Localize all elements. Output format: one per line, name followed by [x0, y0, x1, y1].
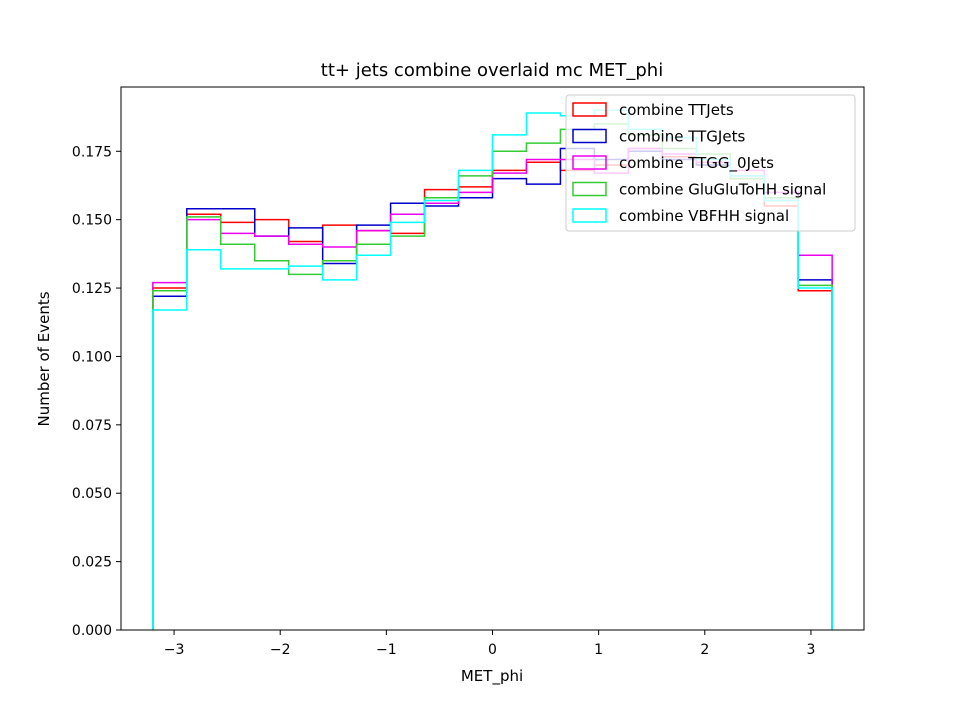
x-tick-label: 1 — [594, 642, 603, 658]
y-axis-label: Number of Events — [35, 291, 53, 426]
y-axis-ticks: 0.000 0.025 0.050 0.075 0.100 0.125 0.150 0.175 — [72, 144, 121, 639]
x-tick-label: 0 — [488, 642, 497, 658]
y-tick-label: 0.100 — [72, 349, 112, 365]
x-axis-label: MET_phi — [461, 667, 523, 686]
x-axis-ticks: −3 −2 −1 0 1 2 3 — [164, 630, 815, 658]
legend: combine TTJets combine TTGJets combine TTG… — [565, 94, 856, 232]
y-tick-label: 0.025 — [72, 555, 112, 571]
legend-swatch — [572, 181, 607, 197]
y-tick-label: 0.175 — [72, 144, 112, 160]
x-tick-label: 3 — [806, 642, 815, 658]
legend-label: combine TTGJets — [619, 128, 745, 146]
legend-label: combine TTJets — [619, 101, 734, 119]
x-tick-label: −1 — [376, 642, 397, 658]
x-tick-label: 2 — [700, 642, 709, 658]
y-tick-label: 0.000 — [72, 623, 112, 639]
y-tick-label: 0.075 — [72, 418, 112, 434]
legend-label: combine GluGluToHH signal — [619, 181, 826, 199]
y-tick-label: 0.150 — [72, 213, 112, 229]
legend-swatch — [572, 155, 607, 170]
legend-swatch — [572, 208, 607, 223]
plot-frame — [120, 86, 865, 631]
legend-label: combine TTGG_0Jets — [619, 154, 774, 173]
y-tick-label: 0.125 — [72, 281, 112, 297]
y-tick-label: 0.050 — [72, 486, 112, 502]
x-tick-label: −3 — [164, 642, 185, 658]
chart-title: tt+ jets combine overlaid mc MET_phi — [321, 60, 663, 81]
legend-swatch — [572, 102, 607, 117]
legend-label: combine VBFHH signal — [619, 207, 789, 225]
legend-swatch — [572, 128, 607, 144]
legend-box — [565, 94, 856, 232]
x-tick-label: −2 — [270, 642, 291, 658]
